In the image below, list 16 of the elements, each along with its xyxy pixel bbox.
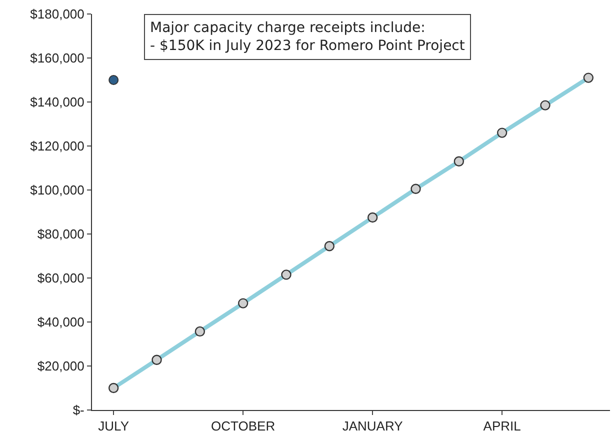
x-tick-label: APRIL — [483, 418, 521, 434]
y-tick-label: $- — [72, 402, 84, 418]
y-tick-label: $60,000 — [37, 270, 84, 286]
annotation: Major capacity charge receipts include: - $150K in July 2023 for Romero Point Project — [150, 20, 466, 54]
y-tick-label: $120,000 — [30, 138, 84, 154]
x-tick-label: OCTOBER — [211, 418, 276, 434]
y-tick-label: $160,000 — [30, 50, 84, 66]
x-tick-label: JANUARY — [342, 418, 404, 434]
y-tick-label: $20,000 — [37, 358, 84, 374]
y-tick-label: $100,000 — [30, 182, 84, 198]
y-tick-label: $140,000 — [30, 94, 84, 110]
x-tick-label: JULY — [98, 418, 130, 434]
y-tick-label: $180,000 — [30, 6, 84, 22]
point — [108, 75, 119, 85]
y-tick-label: $40,000 — [37, 314, 84, 330]
y-tick-label: $80,000 — [37, 226, 84, 242]
